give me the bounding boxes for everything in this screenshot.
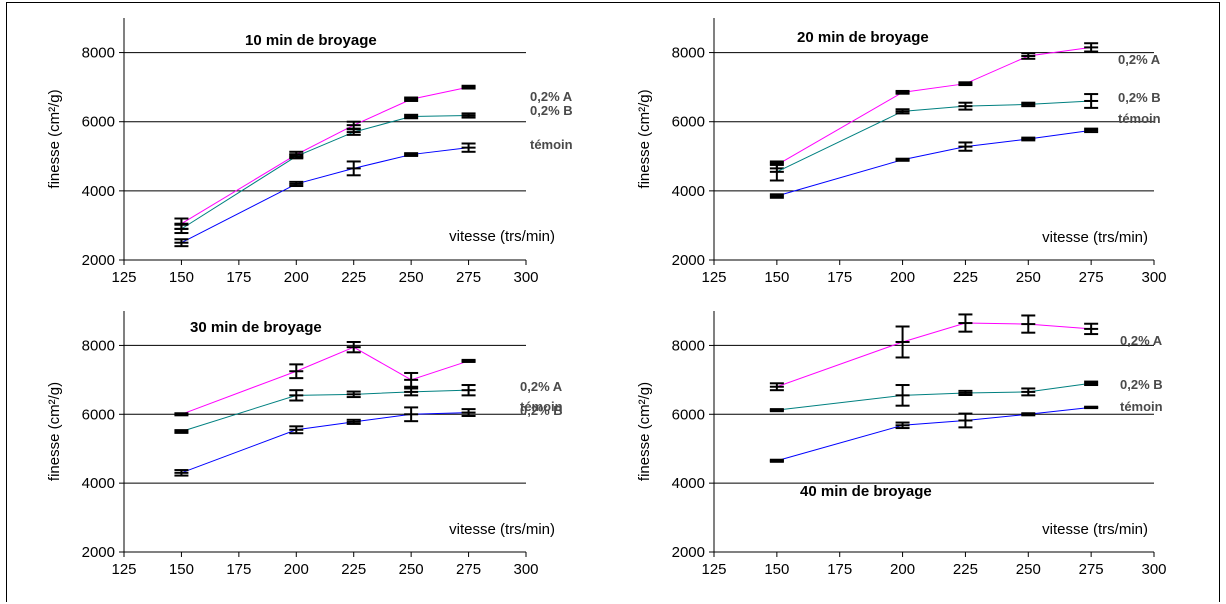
- y-tick-label: 2000: [672, 544, 705, 561]
- x-tick-label: 225: [341, 269, 366, 286]
- x-axis-label: vitesse (trs/min): [449, 228, 555, 245]
- y-axis-label: finesse (cm²/g): [636, 89, 653, 188]
- y-tick-label: 6000: [672, 114, 705, 131]
- x-tick-label: 125: [701, 269, 726, 286]
- y-tick-label: 4000: [672, 475, 705, 492]
- series-label: 0,2% A: [520, 379, 563, 394]
- x-tick-label: 300: [513, 561, 538, 578]
- y-axis-label: finesse (cm²/g): [636, 382, 653, 481]
- series-line-1: [181, 86, 469, 225]
- chart-title: 10 min de broyage: [245, 32, 377, 49]
- x-tick-label: 125: [111, 561, 136, 578]
- series-line-1: [776, 322, 1092, 388]
- series-line-2: [181, 389, 469, 432]
- series-label: témoin: [520, 399, 563, 414]
- series-line-3: [776, 406, 1092, 462]
- x-tick-label: 225: [953, 269, 978, 286]
- x-axis-label: vitesse (trs/min): [1042, 521, 1148, 538]
- series-line-2: [181, 114, 469, 230]
- series-label: 0,2% B: [520, 403, 563, 418]
- x-tick-label: 275: [1079, 561, 1104, 578]
- y-axis-label: finesse (cm²/g): [46, 89, 63, 188]
- series-label: 0,2% A: [1118, 52, 1161, 67]
- series-label: 0,2% A: [1120, 333, 1163, 348]
- y-tick-label: 2000: [82, 544, 115, 561]
- y-tick-label: 2000: [82, 252, 115, 269]
- series-label: 0,2% B: [1118, 90, 1161, 105]
- x-tick-label: 200: [890, 561, 915, 578]
- x-tick-label: 300: [513, 269, 538, 286]
- y-tick-label: 4000: [672, 183, 705, 200]
- x-tick-label: 200: [890, 269, 915, 286]
- y-tick-label: 6000: [82, 114, 115, 131]
- series-label: 0,2% B: [1120, 377, 1163, 392]
- x-tick-label: 175: [226, 561, 251, 578]
- series-label: témoin: [1118, 111, 1161, 126]
- x-tick-label: 200: [284, 561, 309, 578]
- x-tick-label: 175: [226, 269, 251, 286]
- x-tick-label: 125: [701, 561, 726, 578]
- chart-title: 30 min de broyage: [190, 319, 322, 336]
- y-tick-label: 2000: [672, 252, 705, 269]
- x-tick-label: 225: [341, 561, 366, 578]
- x-tick-label: 150: [764, 561, 789, 578]
- series-label: témoin: [1120, 399, 1163, 414]
- x-tick-label: 300: [1141, 561, 1166, 578]
- x-tick-label: 125: [111, 269, 136, 286]
- y-tick-label: 6000: [672, 406, 705, 423]
- series-line-3: [776, 129, 1092, 197]
- series-line-3: [181, 412, 469, 474]
- figure-frame: [6, 2, 1220, 602]
- series-line-1: [776, 46, 1092, 166]
- chart-title: 40 min de broyage: [800, 483, 932, 500]
- x-axis-label: vitesse (trs/min): [449, 521, 555, 538]
- y-tick-label: 4000: [82, 475, 115, 492]
- x-tick-label: 300: [1141, 269, 1166, 286]
- series-line-2: [776, 382, 1092, 411]
- x-tick-label: 275: [1079, 269, 1104, 286]
- y-tick-label: 8000: [672, 45, 705, 62]
- y-tick-label: 6000: [82, 406, 115, 423]
- x-tick-label: 175: [827, 561, 852, 578]
- y-tick-label: 8000: [672, 337, 705, 354]
- y-tick-label: 8000: [82, 45, 115, 62]
- x-tick-label: 200: [284, 269, 309, 286]
- chart-panel-1: 2000 4000 6000 8000 125 150 175 200 225 250 275 300…: [46, 18, 573, 286]
- x-tick-label: 175: [827, 269, 852, 286]
- x-tick-label: 250: [399, 269, 424, 286]
- series-line-3: [181, 147, 469, 244]
- x-axis-label: vitesse (trs/min): [1042, 229, 1148, 246]
- series-label: 0,2% A: [530, 89, 573, 104]
- chart-panel-3: 2000 4000 6000 8000 125 150 175 200 225 250 275 300…: [46, 311, 563, 578]
- x-tick-label: 150: [764, 269, 789, 286]
- y-tick-label: 8000: [82, 337, 115, 354]
- chart-panel-4: 2000 4000 6000 8000 125 150 175 200 225 250 275 300…: [636, 311, 1167, 578]
- series-label: témoin: [530, 137, 573, 152]
- x-tick-label: 250: [399, 561, 424, 578]
- chart-title: 20 min de broyage: [797, 29, 929, 46]
- y-axis-label: finesse (cm²/g): [46, 382, 63, 481]
- x-tick-label: 275: [456, 269, 481, 286]
- x-tick-label: 275: [456, 561, 481, 578]
- series-line-1: [181, 346, 469, 415]
- series-label: 0,2% B: [530, 103, 573, 118]
- x-tick-label: 250: [1016, 561, 1041, 578]
- x-tick-label: 225: [953, 561, 978, 578]
- y-tick-label: 4000: [82, 183, 115, 200]
- x-tick-label: 150: [169, 561, 194, 578]
- x-tick-label: 250: [1016, 269, 1041, 286]
- x-tick-label: 150: [169, 269, 194, 286]
- chart-panel-2: 2000 4000 6000 8000 125 150 175 200 225 250 275 300…: [636, 18, 1167, 286]
